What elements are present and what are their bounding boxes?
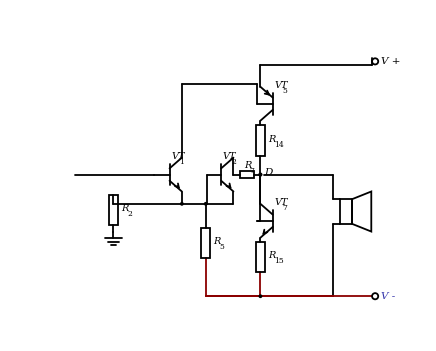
Text: 1: 1 [180, 158, 184, 166]
Text: VT: VT [171, 152, 184, 160]
Bar [240, 171, 254, 178]
Bar [201, 229, 210, 258]
Text: 2: 2 [127, 210, 132, 218]
Bar [256, 242, 265, 272]
Text: 5: 5 [283, 87, 288, 95]
Text: R: R [121, 204, 129, 213]
Bar [340, 199, 352, 224]
Text: 15: 15 [274, 257, 284, 265]
Text: 14: 14 [274, 141, 284, 149]
Circle shape [259, 294, 262, 298]
Text: VT: VT [274, 81, 288, 90]
Text: VT: VT [274, 198, 288, 207]
Text: R: R [268, 135, 276, 144]
Text: V +: V + [381, 57, 400, 66]
Bar [109, 194, 118, 225]
Text: R: R [244, 161, 252, 170]
Circle shape [259, 173, 262, 177]
Text: 7: 7 [283, 204, 288, 212]
Circle shape [180, 202, 184, 206]
Text: VT: VT [223, 152, 236, 160]
Text: 2: 2 [231, 158, 236, 166]
Text: D: D [264, 168, 272, 177]
Text: 7: 7 [250, 167, 255, 175]
Text: V -: V - [381, 292, 395, 301]
Circle shape [204, 202, 208, 206]
Text: 5: 5 [220, 243, 225, 251]
Bar [256, 125, 265, 156]
Circle shape [259, 173, 262, 177]
Text: R: R [268, 251, 276, 260]
Text: R: R [214, 237, 221, 246]
